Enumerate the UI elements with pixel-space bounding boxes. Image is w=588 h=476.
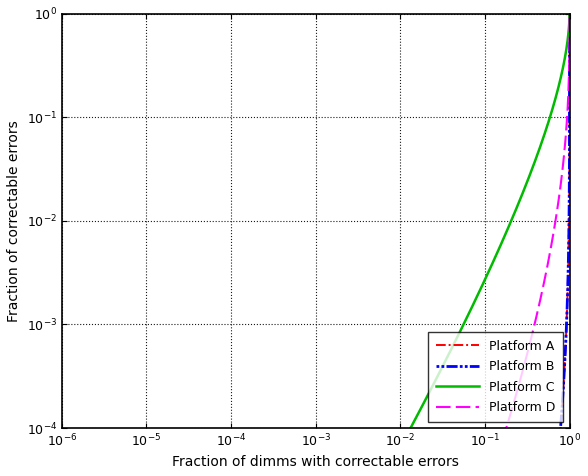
- Platform C: [420, 401, 427, 407]
- Platform A: [566, 12, 573, 18]
- Platform B: [554, 456, 562, 462]
- X-axis label: Fraction of dimms with correctable errors: Fraction of dimms with correctable error…: [172, 455, 459, 469]
- Platform A: [560, 372, 567, 378]
- Platform B: [563, 307, 570, 312]
- Platform D: [539, 286, 546, 292]
- Platform D: [503, 426, 510, 431]
- Platform A: [563, 307, 570, 312]
- Platform D: [522, 360, 529, 366]
- Platform B: [558, 413, 565, 418]
- Platform A: [558, 413, 565, 418]
- Platform B: [557, 419, 564, 425]
- Platform A: [557, 424, 564, 429]
- Platform D: [529, 333, 536, 338]
- Platform C: [445, 352, 452, 357]
- Platform B: [557, 424, 564, 429]
- Platform A: [557, 419, 564, 425]
- Platform C: [410, 420, 417, 426]
- Platform A: [554, 456, 562, 462]
- Line: Platform A: Platform A: [558, 15, 570, 459]
- Platform D: [514, 385, 522, 391]
- Platform C: [390, 456, 397, 462]
- Platform C: [433, 376, 440, 381]
- Platform C: [544, 121, 552, 127]
- Line: Platform B: Platform B: [558, 15, 570, 459]
- Legend: Platform A, Platform B, Platform C, Platform D: Platform A, Platform B, Platform C, Plat…: [428, 332, 563, 422]
- Y-axis label: Fraction of correctable errors: Fraction of correctable errors: [7, 120, 21, 322]
- Line: Platform C: Platform C: [394, 14, 570, 459]
- Platform C: [483, 273, 490, 278]
- Platform C: [566, 11, 573, 17]
- Platform D: [566, 11, 573, 17]
- Platform D: [493, 456, 500, 462]
- Platform D: [511, 398, 518, 404]
- Platform A: [560, 378, 567, 384]
- Platform B: [560, 372, 567, 378]
- Line: Platform D: Platform D: [497, 14, 570, 459]
- Platform B: [560, 378, 567, 384]
- Platform B: [566, 12, 573, 18]
